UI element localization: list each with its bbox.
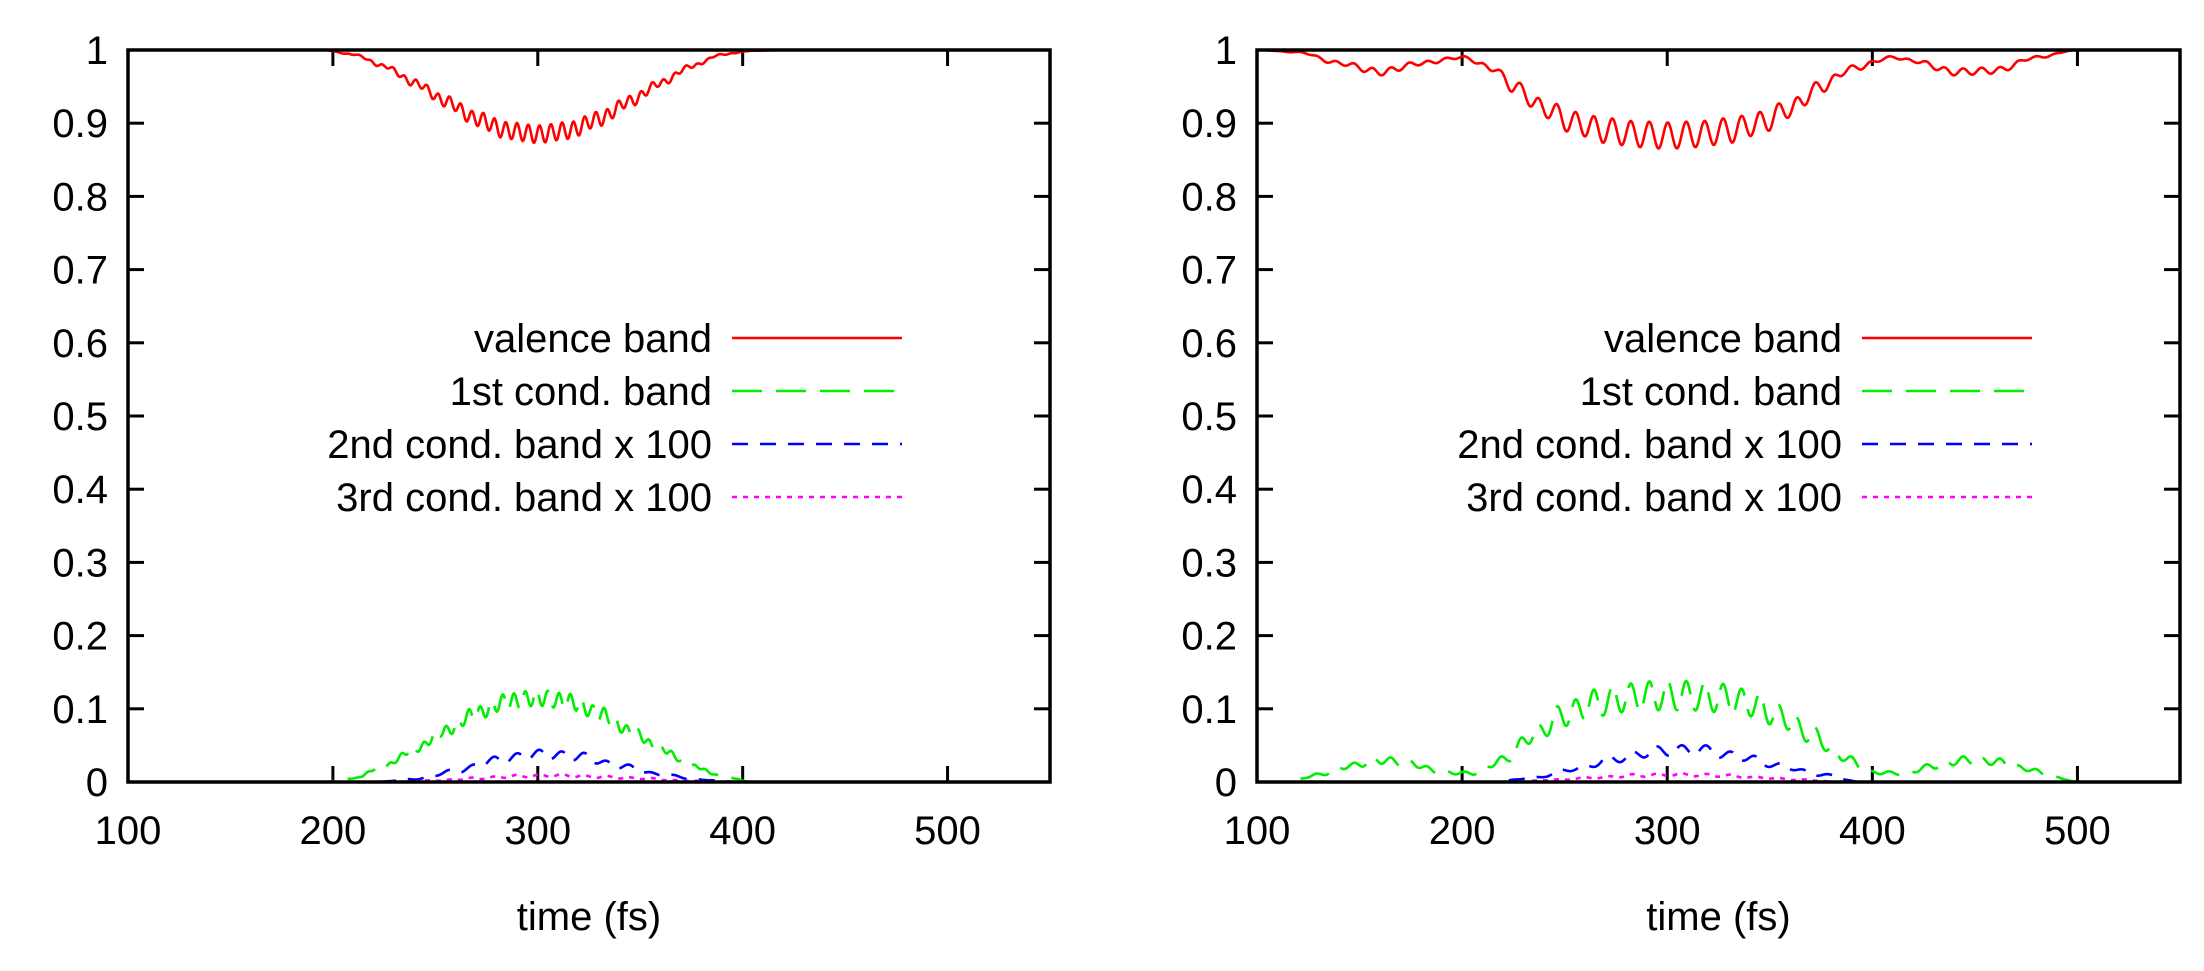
x-tick-label: 200 bbox=[300, 809, 367, 853]
x-tick-label: 200 bbox=[1429, 809, 1496, 853]
x-tick-label: 400 bbox=[709, 809, 776, 853]
x-tick-label: 300 bbox=[504, 809, 571, 853]
y-tick-label: 0.4 bbox=[52, 468, 108, 512]
y-tick-label: 0.2 bbox=[52, 615, 108, 659]
plot-frame bbox=[1255, 48, 2182, 784]
y-tick-label: 0.2 bbox=[1181, 615, 1237, 659]
y-tick-label: 1 bbox=[86, 29, 108, 73]
y-tick-label: 0.7 bbox=[52, 249, 108, 293]
series-line-0 bbox=[1257, 50, 2078, 150]
x-tick-label: 100 bbox=[95, 809, 162, 853]
y-tick-label: 0.6 bbox=[1181, 322, 1237, 366]
plot-frame bbox=[126, 48, 1052, 784]
legend-label-3: 3rd cond. band x 100 bbox=[336, 476, 712, 520]
y-tick-label: 0 bbox=[86, 761, 108, 805]
y-tick-label: 0.1 bbox=[1181, 688, 1237, 732]
series-line-3 bbox=[128, 772, 1050, 782]
chart-panel-left: 0 0.1 0.2 0.3 0.4 0.5 0.6 0.7 0.8 0.9 1 100 200 300 40… bbox=[52, 29, 1052, 939]
y-tick-label: 0.6 bbox=[52, 322, 108, 366]
series-line-1 bbox=[128, 688, 1050, 782]
legend-label-1: 1st cond. band bbox=[450, 370, 712, 414]
legend-label-3: 3rd cond. band x 100 bbox=[1466, 476, 1842, 520]
chart-panel-right: 0 0.1 0.2 0.3 0.4 0.5 0.6 0.7 0.8 0.9 1 100 200 300 40… bbox=[1181, 29, 2182, 939]
y-tick-label: 0.8 bbox=[52, 175, 108, 219]
y-tick-label: 0.8 bbox=[1181, 175, 1237, 219]
x-axis-label: time (fs) bbox=[1646, 895, 1790, 939]
x-tick-label: 500 bbox=[2044, 809, 2111, 853]
y-tick-label: 0.5 bbox=[52, 395, 108, 439]
x-tick-label: 100 bbox=[1224, 809, 1291, 853]
x-tick-label: 300 bbox=[1634, 809, 1701, 853]
y-tick-label: 0.3 bbox=[1181, 541, 1237, 585]
x-axis-label: time (fs) bbox=[517, 895, 661, 939]
y-tick-label: 0.4 bbox=[1181, 468, 1237, 512]
legend-label-0: valence band bbox=[1604, 317, 1842, 361]
y-tick-label: 1 bbox=[1215, 29, 1237, 73]
legend-label-1: 1st cond. band bbox=[1580, 370, 1842, 414]
x-tick-label: 500 bbox=[914, 809, 981, 853]
y-tick-label: 0.5 bbox=[1181, 395, 1237, 439]
legend-label-0: valence band bbox=[474, 317, 712, 361]
series-line-1 bbox=[1257, 679, 2078, 782]
y-tick-label: 0.3 bbox=[52, 541, 108, 585]
series-line-0 bbox=[322, 50, 784, 145]
y-tick-label: 0.7 bbox=[1181, 249, 1237, 293]
y-tick-label: 0.9 bbox=[52, 102, 108, 146]
series-line-3 bbox=[1257, 771, 2180, 782]
x-tick-label: 400 bbox=[1839, 809, 1906, 853]
y-tick-label: 0 bbox=[1215, 761, 1237, 805]
y-tick-label: 0.1 bbox=[52, 688, 108, 732]
legend-label-2: 2nd cond. band x 100 bbox=[1457, 423, 1842, 467]
legend-label-2: 2nd cond. band x 100 bbox=[327, 423, 712, 467]
y-tick-label: 0.9 bbox=[1181, 102, 1237, 146]
